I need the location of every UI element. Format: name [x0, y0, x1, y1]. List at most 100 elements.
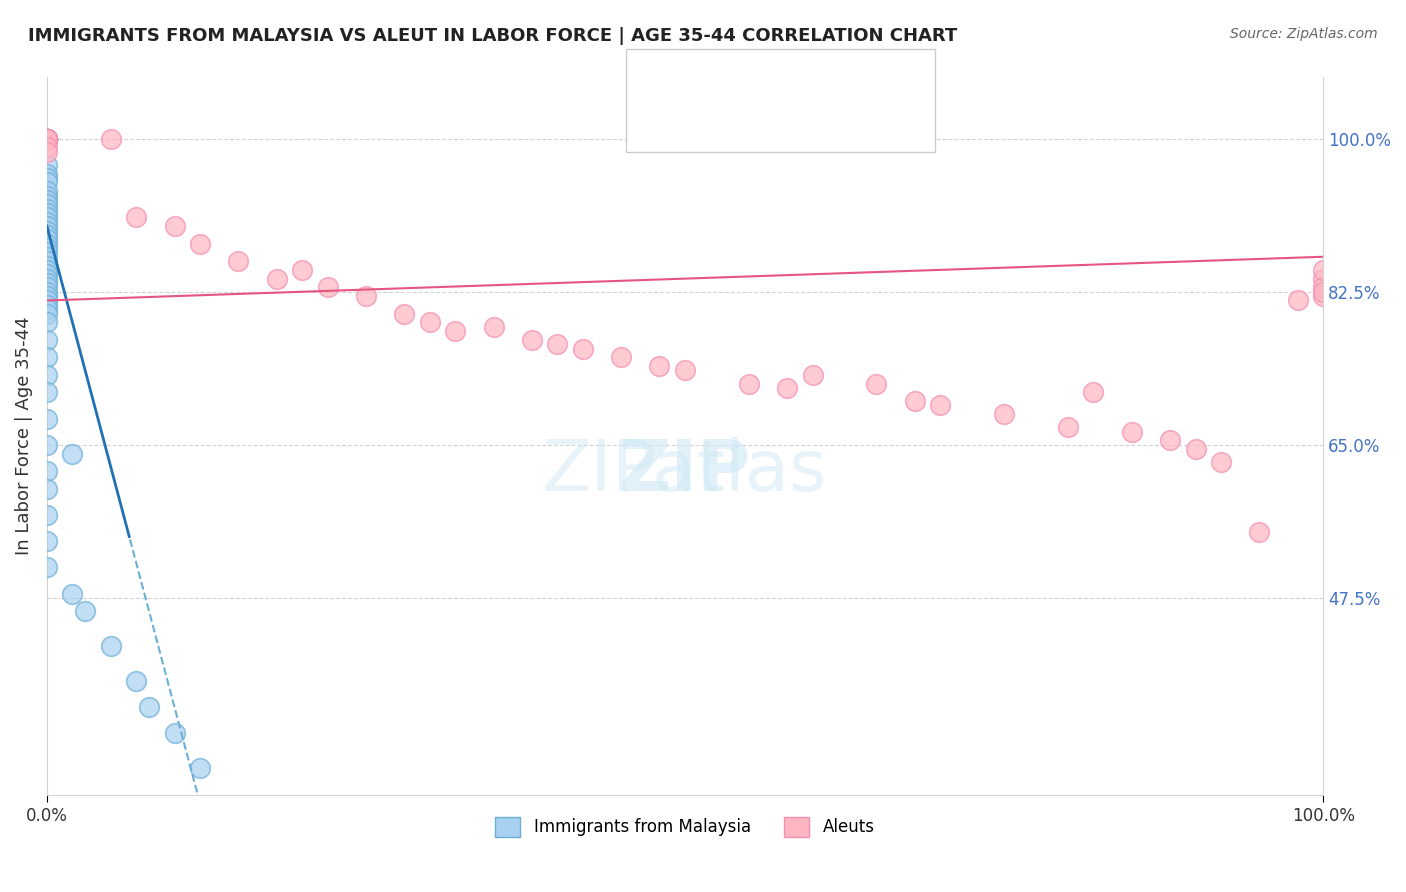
Point — [35, 508, 58, 522]
Point — [35, 227, 58, 242]
Point — [35, 131, 58, 145]
Point — [35, 315, 58, 329]
Point — [35, 411, 58, 425]
Point — [35, 250, 58, 264]
Point — [444, 324, 467, 338]
Point — [35, 307, 58, 321]
Point — [572, 342, 595, 356]
Point — [188, 236, 211, 251]
Point — [35, 263, 58, 277]
Point — [35, 131, 58, 145]
Point — [419, 315, 441, 329]
Point — [35, 293, 58, 308]
Point — [35, 385, 58, 400]
Point — [35, 215, 58, 229]
Point — [35, 175, 58, 189]
Point — [35, 219, 58, 234]
Point — [35, 482, 58, 496]
Point — [993, 407, 1015, 421]
Y-axis label: In Labor Force | Age 35-44: In Labor Force | Age 35-44 — [15, 317, 32, 556]
Point — [35, 131, 58, 145]
Text: Source: ZipAtlas.com: Source: ZipAtlas.com — [1230, 27, 1378, 41]
Point — [35, 289, 58, 303]
Point — [776, 381, 799, 395]
Point — [1083, 385, 1105, 400]
Point — [1121, 425, 1143, 439]
Point — [35, 232, 58, 246]
Point — [35, 368, 58, 382]
Point — [738, 376, 761, 391]
Point — [35, 560, 58, 574]
Point — [904, 394, 927, 409]
Point — [62, 586, 84, 600]
Legend: Immigrants from Malaysia, Aleuts: Immigrants from Malaysia, Aleuts — [489, 810, 882, 844]
Point — [316, 280, 339, 294]
Point — [35, 202, 58, 216]
Point — [100, 639, 122, 653]
Point — [35, 333, 58, 347]
Point — [35, 131, 58, 145]
Point — [929, 399, 952, 413]
Point — [35, 131, 58, 145]
Point — [35, 131, 58, 145]
Point — [35, 145, 58, 159]
Point — [35, 259, 58, 273]
Point — [35, 158, 58, 172]
Point — [35, 245, 58, 260]
Point — [1312, 263, 1334, 277]
Point — [1312, 280, 1334, 294]
Point — [35, 193, 58, 207]
Point — [1312, 285, 1334, 299]
Point — [1184, 442, 1206, 457]
Text: R = -0.399   N = 61: R = -0.399 N = 61 — [703, 71, 893, 89]
Point — [35, 267, 58, 281]
Point — [35, 298, 58, 312]
Point — [1249, 525, 1271, 540]
Point — [35, 254, 58, 268]
Point — [35, 131, 58, 145]
Point — [35, 223, 58, 237]
Point — [266, 271, 288, 285]
Text: ZIP: ZIP — [619, 437, 751, 507]
Point — [35, 197, 58, 211]
Point — [75, 604, 97, 618]
Text: ZIPatlas: ZIPatlas — [543, 437, 828, 507]
Point — [100, 131, 122, 145]
Point — [163, 726, 186, 740]
Point — [801, 368, 824, 382]
Text: R =  0.124   N = 49: R = 0.124 N = 49 — [703, 107, 893, 125]
Point — [62, 446, 84, 460]
Point — [482, 319, 505, 334]
Point — [35, 206, 58, 220]
Point — [35, 438, 58, 452]
Point — [35, 131, 58, 145]
Point — [35, 241, 58, 255]
Point — [35, 276, 58, 290]
Point — [1159, 434, 1181, 448]
Point — [35, 184, 58, 198]
Point — [520, 333, 543, 347]
Point — [35, 131, 58, 145]
Point — [35, 534, 58, 549]
Point — [865, 376, 887, 391]
Point — [35, 140, 58, 154]
Point — [35, 280, 58, 294]
Point — [138, 700, 160, 714]
Point — [35, 171, 58, 186]
Point — [35, 131, 58, 145]
Point — [546, 337, 568, 351]
Point — [163, 219, 186, 234]
Point — [35, 351, 58, 365]
Point — [35, 131, 58, 145]
Point — [35, 131, 58, 145]
Point — [1209, 455, 1232, 469]
Point — [35, 167, 58, 181]
Point — [35, 302, 58, 317]
Point — [35, 285, 58, 299]
Point — [35, 236, 58, 251]
Point — [125, 211, 148, 225]
Point — [1312, 289, 1334, 303]
Point — [35, 271, 58, 285]
Point — [125, 673, 148, 688]
Point — [610, 351, 633, 365]
